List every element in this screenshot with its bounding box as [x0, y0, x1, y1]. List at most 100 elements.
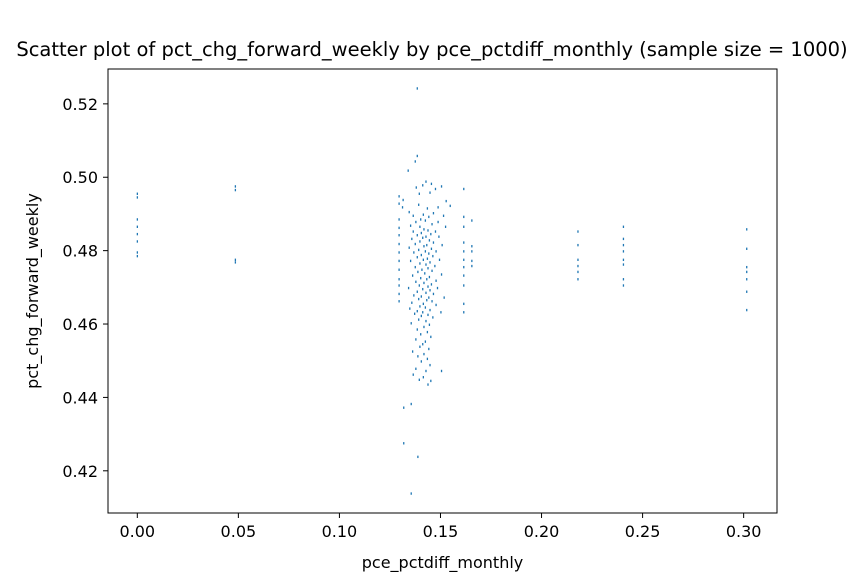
scatter-point — [402, 198, 404, 202]
scatter-point — [411, 301, 413, 304]
scatter-point — [463, 258, 465, 262]
scatter-point — [398, 251, 400, 254]
y-tick-label: 0.48 — [62, 242, 98, 261]
scatter-point — [427, 229, 429, 232]
scatter-point — [429, 261, 431, 264]
scatter-point — [416, 154, 418, 158]
scatter-point — [746, 308, 748, 312]
scatter-point — [426, 278, 428, 281]
scatter-point — [422, 302, 424, 306]
scatter-point — [577, 230, 579, 233]
scatter-point — [432, 254, 434, 258]
scatter-point — [411, 274, 414, 277]
x-tick-label: 0.20 — [524, 522, 560, 541]
scatter-point — [416, 256, 418, 259]
scatter-point — [398, 300, 400, 303]
scatter-point — [434, 187, 437, 191]
x-tick-label: 0.25 — [625, 522, 661, 541]
scatter-point — [420, 333, 422, 336]
scatter-point — [420, 360, 422, 363]
scatter-point — [425, 235, 427, 238]
scatter-point — [411, 237, 413, 241]
scatter-point — [577, 258, 579, 262]
scatter-point — [424, 272, 426, 275]
scatter-point — [746, 270, 748, 274]
scatter-point — [420, 276, 422, 280]
scatter-point — [416, 234, 418, 237]
scatter-point — [437, 220, 439, 224]
scatter-point — [418, 297, 420, 301]
scatter-point — [463, 241, 465, 244]
scatter-point — [463, 187, 465, 191]
scatter-point — [423, 325, 425, 329]
scatter-point — [431, 223, 433, 226]
scatter-point — [409, 224, 412, 227]
scatter-point — [443, 296, 445, 299]
y-tick-label: 0.42 — [62, 462, 98, 481]
scatter-point — [577, 243, 579, 247]
scatter-point — [426, 298, 428, 302]
scatter-point — [413, 251, 415, 254]
scatter-point — [463, 274, 465, 277]
scatter-point — [398, 292, 400, 296]
scatter-point — [420, 218, 422, 221]
scatter-point — [415, 186, 417, 189]
scatter-point — [445, 199, 447, 203]
scatter-point — [430, 182, 433, 186]
scatter-point — [419, 345, 421, 348]
x-axis-label: pce_pctdiff_monthly — [362, 553, 524, 573]
scatter-point — [410, 492, 412, 495]
scatter-point — [407, 169, 409, 172]
scatter-point — [441, 243, 443, 247]
scatter-point — [426, 330, 429, 334]
scatter-point — [424, 340, 427, 343]
y-tick-label: 0.44 — [62, 388, 98, 407]
scatter-point — [438, 235, 440, 238]
scatter-point — [434, 230, 437, 233]
scatter-point — [420, 295, 422, 298]
scatter-point — [434, 264, 436, 268]
scatter-point — [432, 212, 435, 215]
scatter-point — [442, 214, 445, 217]
scatter-point — [419, 262, 421, 265]
scatter-point — [426, 207, 429, 210]
scatter-point — [431, 269, 433, 273]
scatter-point — [425, 319, 427, 323]
scatter-point — [234, 261, 237, 264]
scatter-point — [415, 338, 417, 341]
scatter-point — [622, 243, 625, 247]
scatter-point — [417, 355, 419, 358]
scatter-point — [398, 226, 400, 230]
scatter-point — [426, 243, 428, 247]
scatter-point — [428, 215, 430, 219]
scatter-point — [746, 290, 748, 293]
scatter-point — [429, 363, 431, 367]
scatter-point — [408, 210, 410, 214]
scatter-point — [422, 311, 424, 314]
scatter-point — [440, 311, 442, 314]
scatter-point — [410, 402, 412, 406]
scatter-point — [622, 278, 625, 281]
scatter-point — [440, 369, 443, 373]
scatter-point — [746, 228, 748, 231]
data-points — [136, 87, 748, 495]
scatter-point — [428, 347, 430, 351]
x-tick-label: 0.15 — [423, 522, 459, 541]
scatter-point — [414, 312, 416, 315]
scatter-point — [435, 303, 437, 307]
scatter-point — [432, 241, 435, 244]
scatter-point — [428, 275, 431, 279]
scatter-point — [463, 215, 465, 219]
plot-frame — [107, 68, 778, 514]
scatter-point — [577, 270, 579, 274]
scatter-point — [429, 289, 431, 292]
scatter-point — [416, 328, 418, 331]
y-tick-label: 0.46 — [62, 315, 98, 334]
scatter-point — [463, 265, 465, 269]
scatter-point — [419, 305, 421, 308]
scatter-point — [428, 323, 431, 326]
scatter-point — [422, 287, 424, 291]
scatter-point — [471, 259, 473, 263]
scatter-point — [622, 284, 625, 287]
scatter-point — [420, 231, 422, 235]
